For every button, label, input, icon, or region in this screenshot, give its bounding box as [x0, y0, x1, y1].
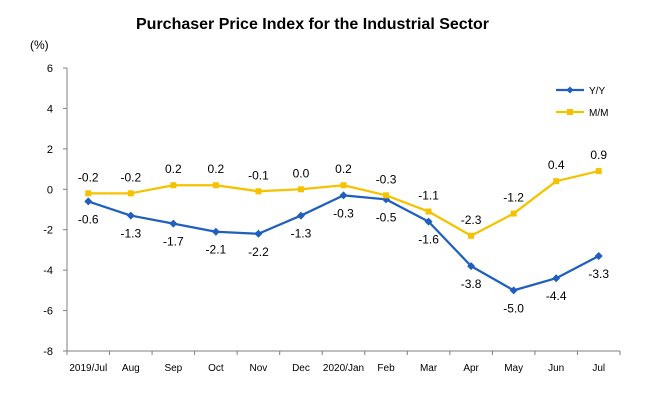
x-tick-label: Nov: [250, 363, 268, 374]
x-tick-label: 2019/Jul: [69, 363, 107, 374]
data-label: -1.1: [418, 189, 439, 203]
x-tick-label: Feb: [377, 363, 395, 374]
data-point-mm: [383, 192, 390, 199]
y-tick-label: -6: [43, 306, 53, 318]
data-label: -3.8: [461, 277, 482, 291]
data-point-yy: [339, 191, 348, 200]
data-label: -4.4: [546, 289, 567, 303]
x-tick-label: Dec: [292, 363, 310, 374]
data-point-mm: [425, 208, 432, 215]
y-tick-label: -2: [43, 225, 53, 237]
data-point-yy: [552, 274, 561, 283]
data-label: -1.7: [163, 235, 184, 249]
data-label: -0.5: [376, 210, 397, 224]
x-tick-label: Apr: [463, 363, 479, 374]
data-point-yy: [467, 262, 476, 271]
data-point-yy: [296, 211, 305, 220]
data-point-yy: [126, 211, 135, 220]
x-tick-label: Jun: [548, 363, 564, 374]
data-label: -1.6: [418, 233, 439, 247]
data-point-yy: [84, 197, 93, 206]
data-point-mm: [297, 186, 304, 193]
data-point-mm: [340, 182, 347, 189]
data-label: -0.1: [248, 168, 269, 182]
x-tick-label: 2020/Jan: [323, 363, 364, 374]
data-point-yy: [594, 251, 603, 260]
data-point-mm: [127, 190, 134, 197]
y-tick-label: 2: [47, 144, 53, 156]
x-tick-label: Jul: [592, 363, 605, 374]
x-tick-label: Aug: [122, 363, 140, 374]
data-point-yy: [509, 286, 518, 295]
data-point-mm: [212, 182, 219, 189]
data-point-mm: [510, 210, 517, 217]
data-point-mm: [170, 182, 177, 189]
legend-label: Y/Y: [589, 86, 605, 97]
y-tick-label: 6: [47, 63, 53, 75]
data-label: -0.3: [376, 172, 397, 186]
data-point-mm: [553, 178, 560, 185]
data-label: -2.3: [461, 213, 482, 227]
legend-marker: [566, 86, 574, 94]
data-label: -3.3: [588, 267, 609, 281]
data-label: 0.2: [165, 162, 182, 176]
data-label: -2.2: [248, 245, 269, 259]
y-tick-label: 4: [47, 103, 53, 115]
data-label: -1.3: [291, 227, 312, 241]
x-tick-label: Oct: [208, 363, 224, 374]
legend-marker: [567, 109, 573, 115]
data-point-yy: [424, 217, 433, 226]
x-tick-label: May: [504, 363, 523, 374]
y-tick-label: -8: [43, 346, 53, 358]
data-label: -0.2: [120, 170, 141, 184]
data-label: -0.6: [78, 212, 99, 226]
data-label: -2.1: [206, 243, 227, 257]
data-label: -1.2: [503, 191, 524, 205]
data-point-yy: [254, 229, 263, 238]
legend-label: M/M: [589, 108, 608, 119]
data-label: 0.2: [208, 162, 225, 176]
data-label: -0.2: [78, 170, 99, 184]
data-label: -0.3: [333, 206, 354, 220]
y-tick-label: -4: [43, 265, 53, 277]
data-point-mm: [255, 188, 262, 195]
data-label: -1.3: [120, 227, 141, 241]
data-point-mm: [468, 232, 475, 239]
data-label: 0.0: [293, 166, 310, 180]
data-point-mm: [595, 168, 602, 175]
data-label: -5.0: [503, 301, 524, 315]
data-point-yy: [211, 227, 220, 236]
y-tick-label: 0: [47, 184, 53, 196]
data-point-mm: [85, 190, 92, 197]
data-point-yy: [169, 219, 178, 228]
x-tick-label: Mar: [420, 363, 438, 374]
data-label: 0.9: [590, 148, 607, 162]
chart-title: Purchaser Price Index for the Industrial…: [136, 16, 489, 33]
data-label: 0.4: [548, 158, 565, 172]
x-tick-label: Sep: [164, 363, 182, 374]
y-axis-unit: (%): [30, 38, 49, 52]
data-label: 0.2: [335, 162, 352, 176]
